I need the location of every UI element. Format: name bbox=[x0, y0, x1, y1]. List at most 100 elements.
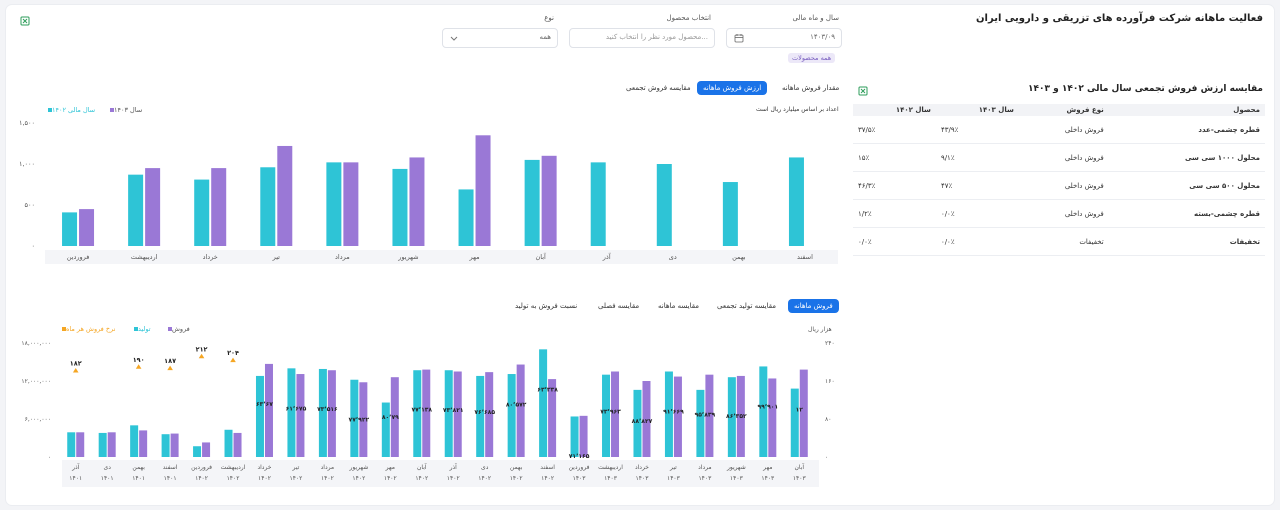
bar-1402 bbox=[326, 162, 342, 246]
x-tick-label: مرداد bbox=[335, 253, 350, 261]
bar-production bbox=[350, 379, 359, 457]
col-sale-type: نوع فروش bbox=[1018, 104, 1109, 116]
x-tick-label: بهمن bbox=[732, 253, 746, 261]
y-tick-label-right: ۰ bbox=[825, 454, 828, 461]
bar-production bbox=[67, 432, 76, 457]
x-tick-year: ۱۴۰۳ bbox=[698, 475, 712, 482]
col-product: محصول bbox=[1108, 104, 1265, 116]
bar-sales bbox=[202, 442, 211, 457]
rate-value-label: ۱۸۷ bbox=[164, 357, 176, 365]
bar-production bbox=[476, 375, 485, 457]
legend-1403-swatch bbox=[110, 108, 114, 112]
rate-marker bbox=[198, 353, 205, 359]
tab-monthly-comparison[interactable]: مقایسه ماهانه bbox=[658, 302, 700, 310]
product-label: انتخاب محصول bbox=[666, 14, 711, 22]
x-tick-year: ۱۴۰۱ bbox=[101, 475, 114, 482]
rate-marker bbox=[230, 357, 236, 363]
bar-production bbox=[444, 370, 453, 457]
y-tick-label: ۵۰۰ bbox=[25, 201, 35, 209]
product-name: قطره چشمی-عدد bbox=[1108, 116, 1265, 144]
y-tick-label-left: ۶,۰۰۰,۰۰۰ bbox=[25, 416, 51, 423]
bar-1402 bbox=[656, 164, 672, 246]
legend-rate-label: نرخ فروش هر ماه bbox=[66, 325, 116, 333]
table-row: قطره چشمی-عدد فروش داخلی ۴۳/۹٪ ۳۷/۵٪ bbox=[853, 116, 1265, 144]
x-tick-year: ۱۴۰۱ bbox=[69, 475, 82, 482]
bar-1402 bbox=[260, 167, 276, 246]
bar-production bbox=[318, 368, 327, 457]
all-products-tag[interactable]: همه محصولات bbox=[788, 53, 836, 63]
bar-production bbox=[570, 416, 579, 457]
excel-export-icon[interactable] bbox=[858, 86, 868, 96]
table-row: محلول ۵۰۰ سی سی فروش داخلی ۴۷٪ ۴۶/۳٪ bbox=[853, 171, 1265, 200]
bar-sales bbox=[453, 371, 462, 457]
excel-export-icon[interactable] bbox=[20, 16, 30, 26]
y-tick-label-right: ۸۰ bbox=[825, 416, 831, 423]
rate-value-label: ۱۹۰ bbox=[133, 356, 145, 364]
y-tick-label-left: ۰ bbox=[48, 454, 51, 461]
x-tick-month: اسفند bbox=[540, 464, 555, 471]
y-tick-label-left: ۱۲,۰۰۰,۰۰۰ bbox=[21, 378, 51, 385]
tab-cumulative-comparison[interactable]: مقایسه فروش تجمعی bbox=[626, 84, 691, 92]
bar-sales bbox=[390, 377, 399, 457]
table-row: قطره چشمی-بسته فروش داخلی ۰/۰٪ ۱/۲٪ bbox=[853, 199, 1265, 228]
y-tick-label: ۰ bbox=[32, 242, 36, 250]
x-tick-label: شهریور bbox=[397, 253, 418, 261]
type-select[interactable]: همه bbox=[442, 28, 558, 48]
bar-value-label: ۸۰٬۵۷۲ bbox=[506, 402, 527, 409]
bar-production bbox=[193, 446, 202, 457]
x-tick-label: آذر bbox=[602, 252, 612, 261]
x-tick-year: ۱۴۰۳ bbox=[730, 475, 744, 482]
bar-value-label: ۸۰٬۷۹ bbox=[382, 414, 399, 421]
bar-value-label: ۹۱٬۶۶۹ bbox=[663, 409, 684, 416]
tab-monthly-value[interactable]: ارزش فروش ماهانه bbox=[697, 81, 768, 95]
product-select[interactable]: محصول مورد نظر را انتخاب کنید... bbox=[569, 28, 715, 48]
value-1402: ۱۵٪ bbox=[853, 143, 936, 172]
bar-sales bbox=[579, 415, 588, 457]
value-1403: ۹/۱٪ bbox=[935, 143, 1019, 172]
product-name: تخفیفات bbox=[1108, 227, 1265, 256]
bar-production bbox=[381, 402, 390, 457]
rate-value-label: ۲۱۲ bbox=[196, 345, 208, 353]
legend-1403-label: سال ۱۴۰۳ bbox=[114, 106, 143, 114]
x-tick-year: ۱۴۰۲ bbox=[289, 475, 302, 482]
bar-1402 bbox=[128, 174, 144, 246]
x-tick-year: ۱۴۰۳ bbox=[667, 475, 681, 482]
x-tick-month: اسفند bbox=[163, 464, 178, 471]
tab-monthly-quantity[interactable]: مقدار فروش ماهانه bbox=[782, 84, 840, 92]
x-tick-month: آذر bbox=[71, 462, 80, 471]
bar-production bbox=[507, 374, 516, 457]
bar-sales bbox=[76, 432, 85, 457]
year-month-field[interactable]: ۱۴۰۳/۰۹ bbox=[726, 28, 842, 48]
x-tick-year: ۱۴۰۲ bbox=[447, 475, 460, 482]
tab-seasonal-comparison[interactable]: مقایسه فصلی bbox=[598, 302, 640, 310]
bar-sales bbox=[485, 372, 494, 457]
x-tick-month: اردیبهشت bbox=[221, 464, 246, 471]
table-row: محلول ۱۰۰۰ سی سی فروش داخلی ۹/۱٪ ۱۵٪ bbox=[853, 143, 1265, 172]
tab-sales-production-ratio[interactable]: نسبت فروش به تولید bbox=[515, 302, 578, 310]
monthly-value-chart: ۰ ۵۰۰ ۱,۰۰۰ ۱,۵۰۰ فروردین اردیبهشت خرداد تیر مرد… bbox=[19, 119, 838, 264]
bar-production bbox=[224, 429, 233, 457]
value-1402: ۳۷/۵٪ bbox=[853, 116, 936, 144]
legend-rate: نرخ فروش هر ماه bbox=[60, 325, 115, 333]
x-tick-label: فروردین bbox=[67, 253, 90, 261]
col-1403: سال ۱۴۰۳ bbox=[935, 104, 1019, 116]
bar-production bbox=[255, 375, 264, 457]
comparison-title: مقایسه ارزش فروش تجمعی سال مالی ۱۴۰۲ و ۱… bbox=[1028, 84, 1263, 94]
value-1402: ۱/۲٪ bbox=[853, 199, 936, 228]
x-tick-year: ۱۴۰۳ bbox=[636, 475, 650, 482]
x-tick-month: مرداد bbox=[698, 464, 712, 471]
product-placeholder: محصول مورد نظر را انتخاب کنید... bbox=[605, 33, 708, 41]
legend-sales-label: فروش bbox=[172, 325, 190, 333]
tab-monthly-sales[interactable]: فروش ماهانه bbox=[788, 299, 839, 313]
tab-cumulative-production[interactable]: مقایسه تولید تجمعی bbox=[717, 302, 777, 310]
bar-sales bbox=[611, 371, 620, 457]
y-tick-label-left: ۱۸,۰۰۰,۰۰۰ bbox=[21, 340, 51, 347]
rate-marker bbox=[135, 364, 142, 369]
x-tick-year: ۱۴۰۲ bbox=[541, 475, 554, 482]
bar-sales bbox=[327, 370, 336, 457]
x-tick-month: تیر bbox=[292, 464, 300, 471]
x-tick-year: ۱۴۰۳ bbox=[604, 475, 618, 482]
bar-value-label: ۷۳٬۸۲۱ bbox=[443, 407, 464, 414]
bar-1403 bbox=[145, 168, 161, 246]
value-1402: ۴۶/۳٪ bbox=[853, 171, 936, 200]
